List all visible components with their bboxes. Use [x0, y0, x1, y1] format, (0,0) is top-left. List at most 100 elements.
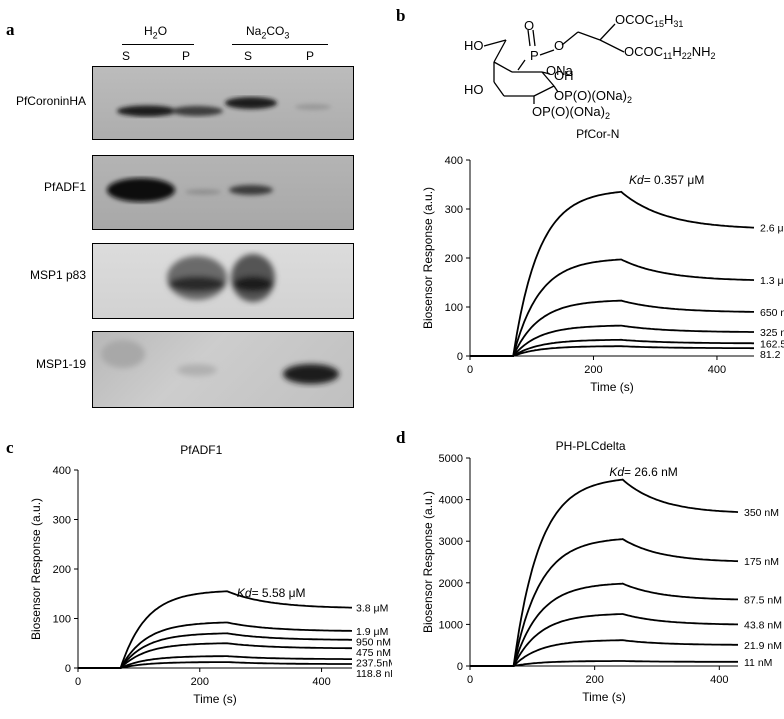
- chart-title: PfADF1: [180, 443, 222, 457]
- lane-label: P: [182, 49, 191, 63]
- series-line: [78, 590, 352, 669]
- x-tick-label: 0: [75, 676, 81, 688]
- kd-annotation: Kd= 26.6 nM: [609, 465, 677, 479]
- blot-label-pfadf1: PfADF1: [43, 180, 86, 194]
- series-label: 325 nM: [760, 327, 784, 339]
- y-axis-label: Biosensor Response (a.u.): [421, 491, 435, 633]
- series-label: 162.5 nM: [760, 338, 784, 350]
- structure-label: OCOC11H22NH2: [624, 44, 716, 61]
- structure-label: OH: [554, 68, 574, 83]
- chart-title: PH-PLCdelta: [556, 440, 626, 453]
- band: [233, 276, 273, 292]
- blot-label-msp1-19: MSP1-19: [35, 357, 86, 371]
- blot-msp1-p83: [92, 243, 354, 319]
- y-tick-label: 400: [53, 465, 71, 477]
- x-axis-label: Time (s): [590, 380, 634, 394]
- lane-label: S: [122, 49, 131, 63]
- blot-label-pfcoroninha: PfCoroninHA: [15, 94, 86, 108]
- y-tick-label: 100: [445, 302, 463, 314]
- structure-label: O: [524, 18, 534, 33]
- series-line: [470, 639, 738, 667]
- series-line: [470, 190, 754, 357]
- x-tick-label: 200: [191, 676, 209, 688]
- x-tick-label: 0: [467, 364, 473, 376]
- series-line: [470, 613, 738, 667]
- y-tick-label: 1000: [439, 619, 463, 631]
- panel-a-letter: a: [6, 20, 15, 39]
- y-tick-label: 2000: [439, 578, 463, 590]
- series-line: [470, 258, 755, 357]
- series-label: 81.2 nM: [760, 349, 784, 361]
- blot-pfcoroninha: [92, 66, 354, 140]
- group-label-water: H2O: [144, 24, 168, 41]
- series-label: 3.8 μM: [356, 603, 388, 615]
- y-tick-label: 300: [445, 204, 463, 216]
- band: [117, 105, 177, 117]
- x-axis-label: Time (s): [193, 692, 237, 706]
- x-tick-label: 200: [584, 364, 602, 376]
- structure-label: HO: [464, 38, 484, 53]
- group-line-water: [122, 44, 194, 45]
- x-tick-label: 0: [467, 674, 473, 686]
- lane-label: P: [306, 49, 315, 63]
- y-tick-label: 400: [445, 155, 463, 167]
- band: [225, 97, 277, 109]
- x-axis-label: Time (s): [582, 690, 626, 704]
- series-label: 1.3 μM: [760, 275, 784, 287]
- series-label: 87.5 nM: [744, 594, 782, 606]
- series-line: [470, 324, 754, 357]
- structure-label: HO: [464, 82, 484, 97]
- structure-label: O: [554, 38, 564, 53]
- series-line: [78, 661, 352, 669]
- series-line: [470, 299, 754, 357]
- lane-label: S: [244, 49, 253, 63]
- series-label: 950 nM: [356, 636, 391, 648]
- band: [107, 178, 175, 202]
- blot-label-msp1-p83: MSP1 p83: [29, 268, 86, 282]
- blot-bands: [101, 340, 339, 384]
- structure-label: OP(O)(ONa)2: [554, 88, 632, 105]
- panel-d-letter: d: [396, 428, 406, 447]
- panel-c-letter: c: [6, 438, 14, 457]
- y-tick-label: 200: [445, 253, 463, 265]
- group-line-sodium-carbonate: [232, 44, 328, 45]
- chart-b-pfcor-n: PfCor-N 0 100 200 300 400 0 200 400 Time (s) Biose…: [421, 127, 784, 394]
- y-tick-label: 200: [53, 564, 71, 576]
- blot-msp1-19: [92, 331, 354, 408]
- series-line: [78, 655, 352, 669]
- band: [101, 340, 145, 368]
- y-tick-label: 3000: [439, 536, 463, 548]
- structure-label: OCOC15H31: [615, 12, 683, 29]
- y-tick-label: 100: [53, 614, 71, 626]
- series-label: 475 nM: [356, 647, 391, 659]
- band: [283, 364, 339, 384]
- series-line: [470, 582, 738, 667]
- series-label: 650 nM: [760, 307, 784, 319]
- kd-annotation: Kd= 0.357 μM: [629, 173, 704, 187]
- series-label: 175 nM: [744, 556, 779, 568]
- structure-label: OP(O)(ONa)2: [532, 104, 610, 121]
- series-label: 237.5nM: [356, 657, 392, 669]
- series-label: 43.8 nM: [744, 619, 782, 631]
- series-line: [78, 621, 352, 669]
- series-line: [470, 338, 754, 357]
- series-line: [78, 632, 352, 669]
- y-tick-label: 4000: [439, 495, 463, 507]
- series-label: 21.9 nM: [744, 640, 782, 652]
- series-line: [470, 478, 739, 667]
- series-line: [470, 538, 739, 667]
- structure-label: P: [530, 48, 539, 63]
- series-label: 2.6 μM: [760, 223, 784, 235]
- series-line: [470, 345, 754, 357]
- x-tick-label: 400: [710, 674, 728, 686]
- chemical-structure: O P O ONa OCOC15H31 OCOC11H22NH2 HO HO O…: [464, 12, 716, 121]
- x-tick-label: 400: [312, 676, 330, 688]
- band: [171, 106, 223, 116]
- x-tick-label: 400: [708, 364, 726, 376]
- blot-bands: [167, 254, 275, 302]
- blot-bands: [107, 178, 273, 202]
- band: [295, 104, 331, 110]
- y-axis-label: Biosensor Response (a.u.): [29, 498, 43, 640]
- series-label: 118.8 nM: [356, 668, 392, 680]
- series-label: 1.9 μM: [356, 626, 388, 638]
